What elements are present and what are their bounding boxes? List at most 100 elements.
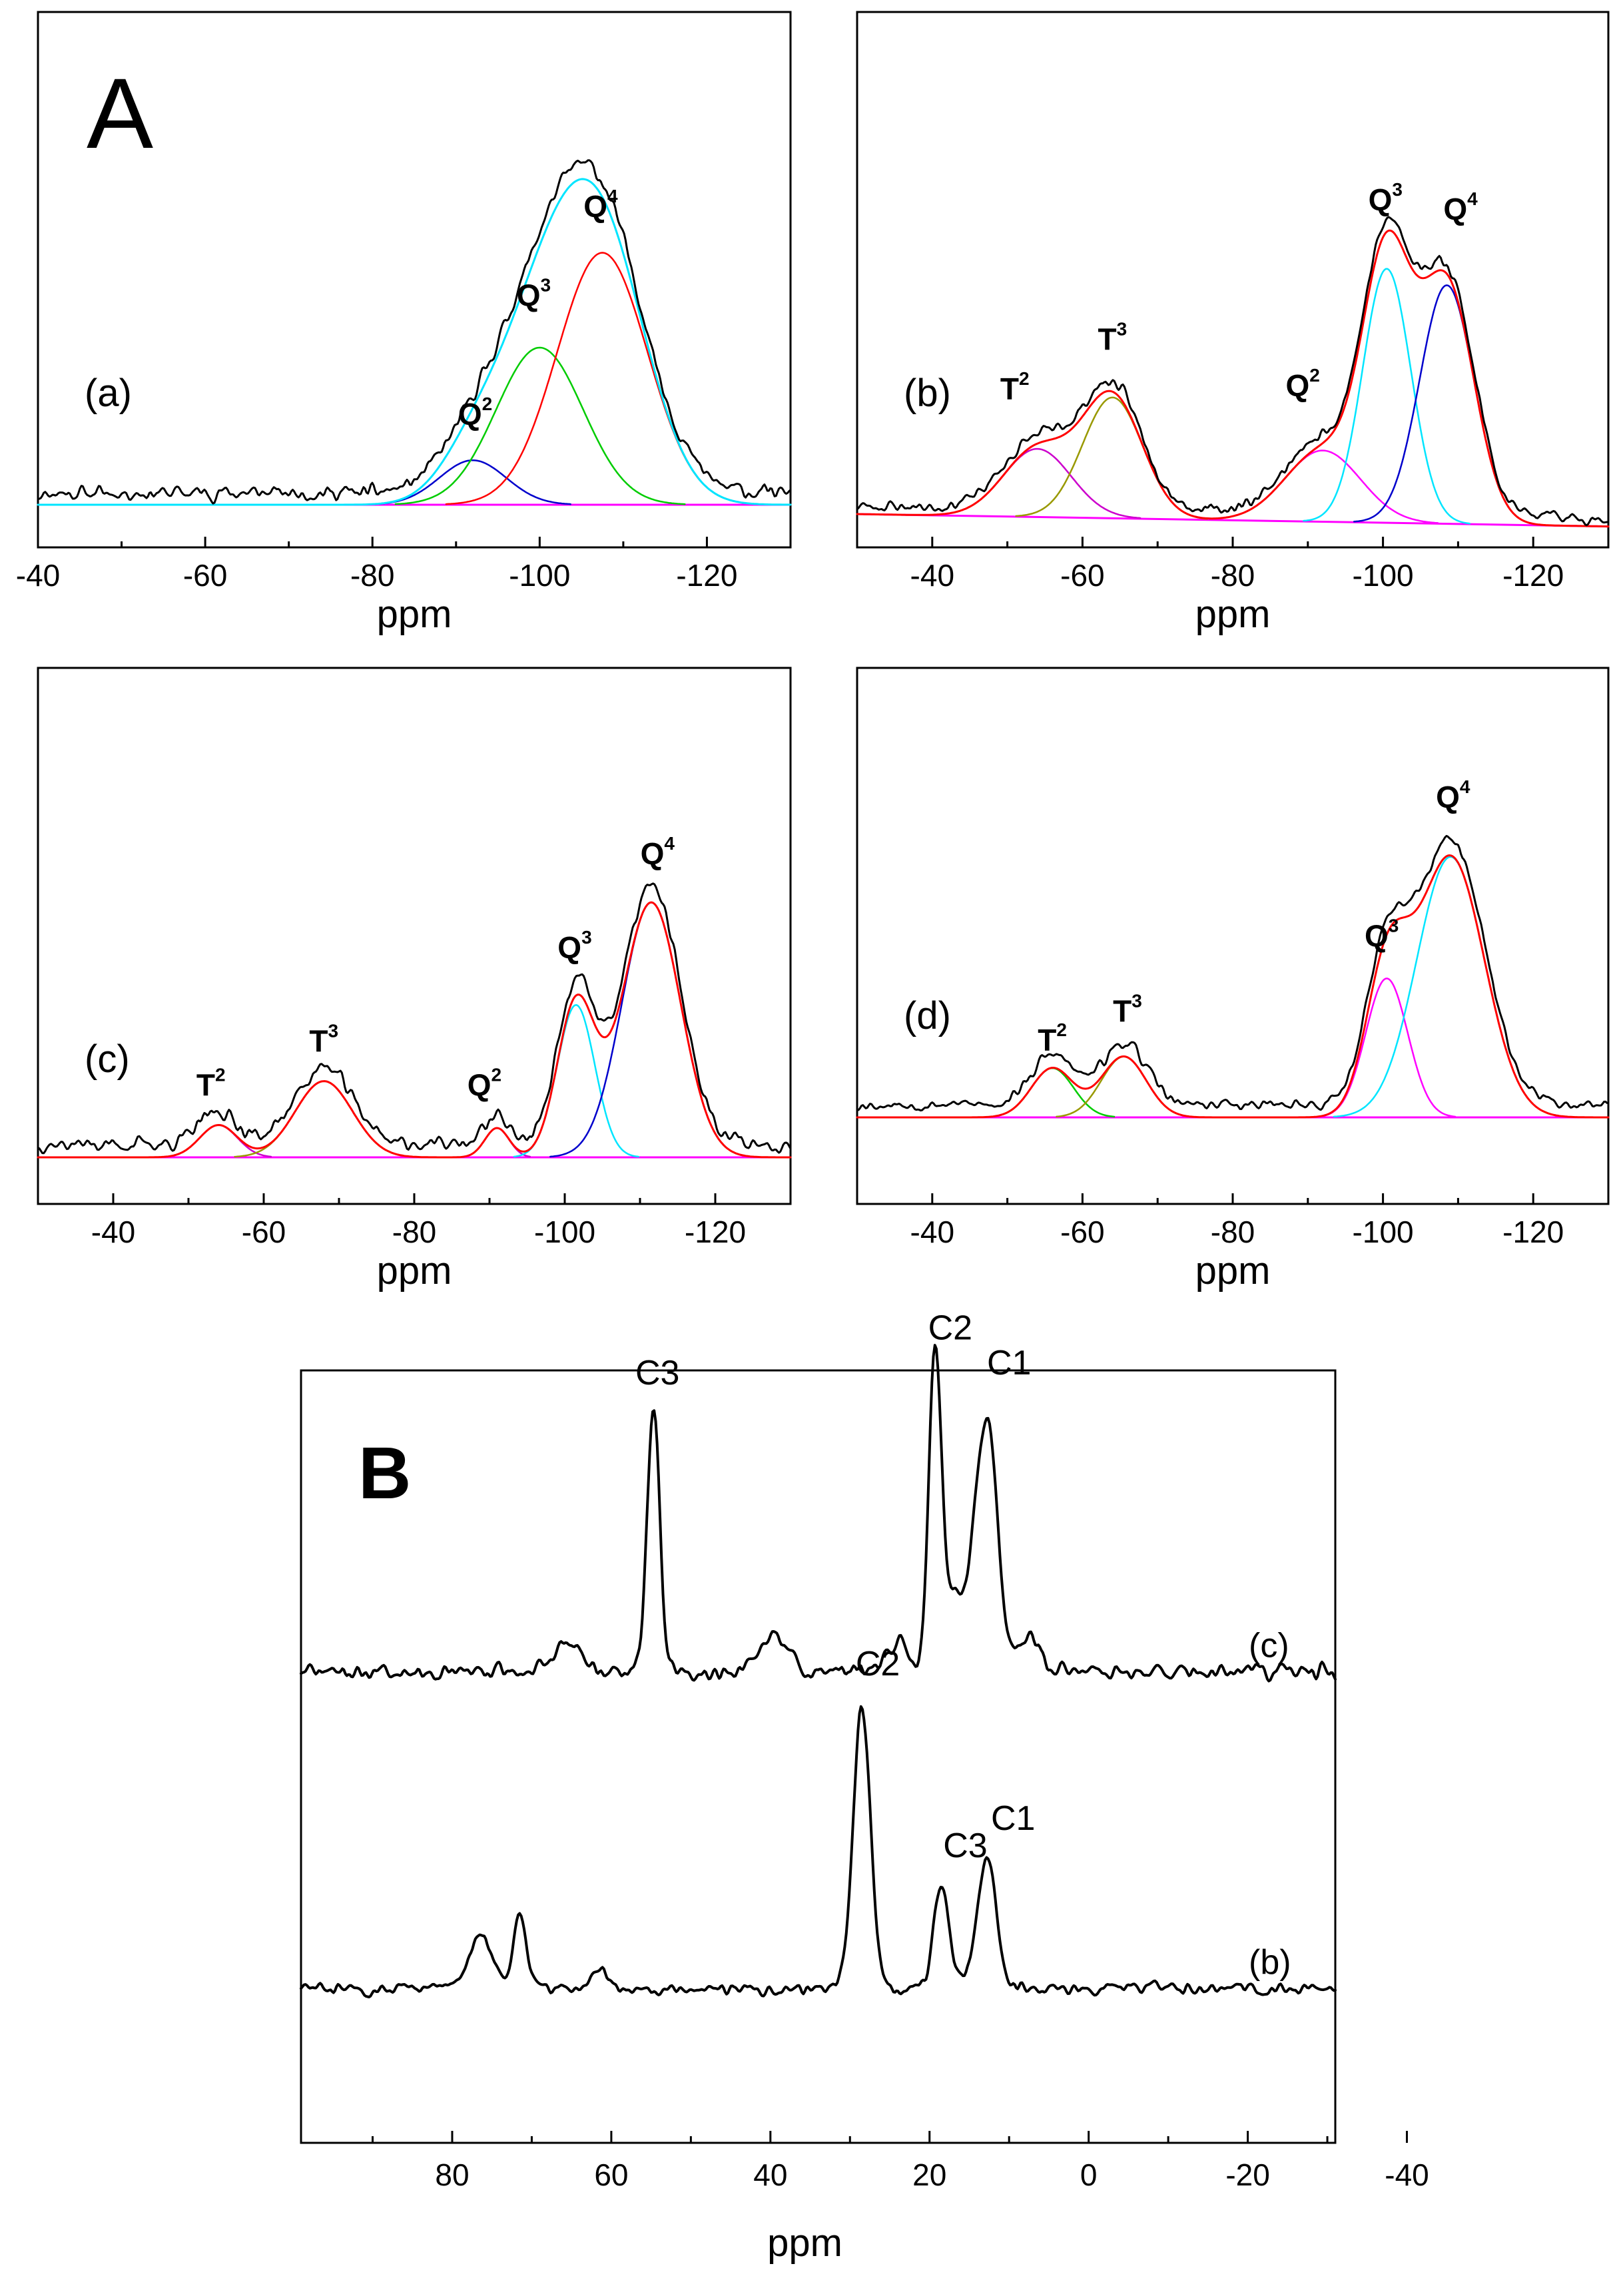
x-tick-label: -80 — [350, 558, 394, 593]
baseline-line — [856, 513, 1609, 528]
x-tick-label: 0 — [1080, 2157, 1098, 2192]
plot-frame — [300, 1369, 1337, 2144]
x-tick-label: -120 — [1502, 1215, 1564, 1249]
peak-label-q2: Q2 — [468, 1065, 501, 1103]
x-tick-label: -100 — [1353, 1215, 1414, 1249]
peak-label-superscript: 4 — [664, 833, 675, 854]
experimental-spectrum — [856, 216, 1610, 527]
component-peak-q3 — [1303, 268, 1471, 525]
spectrum-c — [300, 1344, 1337, 1683]
x-tick-label: -60 — [183, 558, 227, 593]
x-tick-label: 60 — [594, 2157, 628, 2192]
peak-label-superscript: 4 — [607, 186, 618, 206]
panel-c: -40 -60 -80 -100 -120 ppm (c) T2 T3 Q2 Q3 Q4 — [37, 667, 792, 1292]
peak-label-superscript: 3 — [581, 927, 592, 948]
x-tick-label: -100 — [509, 558, 570, 593]
panel-label: (a) — [85, 372, 132, 415]
x-tick-label: -120 — [1502, 558, 1564, 593]
fit-envelope — [37, 901, 792, 1159]
peak-label-superscript: 2 — [482, 394, 493, 414]
peak-label-q3: Q3 — [1369, 179, 1403, 217]
x-tick-label: -100 — [534, 1215, 595, 1249]
x-tick-label: -20 — [1225, 2157, 1269, 2192]
fit-envelope — [856, 229, 1610, 528]
plot-frame — [37, 11, 792, 549]
peak-label-superscript: 3 — [328, 1021, 339, 1041]
panel-d: -40 -60 -80 -100 -120 ppm (d) T2 T3 Q3 Q4 — [856, 667, 1610, 1292]
carbon-label-c2: C2 — [928, 1309, 972, 1348]
carbon-label-c3: C3 — [635, 1354, 679, 1392]
carbon-label-c3: C3 — [943, 1827, 987, 1865]
peak-label-superscript: 2 — [1056, 1019, 1067, 1040]
x-axis-label: ppm — [767, 2221, 842, 2265]
peak-label-superscript: 3 — [1117, 318, 1128, 339]
peak-label-q2: Q2 — [458, 394, 492, 431]
series-label: (b) — [1249, 1943, 1291, 1982]
component-peak-q2 — [374, 459, 571, 505]
panel-a: -40 -60 -80 -100 -120 ppm (a) Q2 Q3 Q4 — [16, 11, 792, 636]
series-label: (c) — [1249, 1626, 1289, 1665]
x-tick-label: -100 — [1353, 558, 1414, 593]
peak-label-superscript: 3 — [1389, 916, 1399, 936]
panel-label: (d) — [904, 994, 951, 1037]
peak-label-t2: T2 — [1000, 368, 1030, 406]
component-peak-q4 — [445, 252, 760, 505]
x-axis-label: ppm — [377, 593, 452, 636]
x-tick-label: -40 — [16, 558, 60, 593]
peak-label-superscript: 2 — [1019, 368, 1030, 389]
peak-label-superscript: 3 — [541, 275, 551, 296]
component-peak-q3 — [394, 346, 686, 505]
peak-label-superscript: 3 — [1132, 991, 1142, 1011]
spectrum-b — [300, 1705, 1337, 1998]
peak-label-superscript: 2 — [491, 1065, 501, 1085]
x-tick-label: -80 — [1211, 1215, 1255, 1249]
peak-label-q3: Q3 — [517, 275, 551, 313]
peak-label-superscript: 4 — [1467, 188, 1478, 209]
peak-label-q3: Q3 — [557, 927, 591, 965]
x-tick-label: -60 — [1060, 1215, 1104, 1249]
peak-label-t2: T2 — [1038, 1019, 1067, 1057]
figure-label-A: A — [87, 57, 153, 169]
plot-frame — [37, 667, 792, 1205]
component-peak-t2 — [989, 1067, 1116, 1118]
peak-label-t3: T3 — [309, 1021, 338, 1059]
fit-envelope — [37, 178, 792, 506]
peak-label-superscript: 2 — [1309, 365, 1320, 386]
peak-label-q3: Q3 — [1365, 916, 1399, 954]
peak-label-t2: T2 — [196, 1065, 226, 1103]
x-tick-label: 80 — [435, 2157, 469, 2192]
x-tick-label: -80 — [392, 1215, 436, 1249]
peak-label-q2: Q2 — [1286, 365, 1320, 403]
x-tick-label: 40 — [753, 2157, 787, 2192]
panel-b: -40 -60 -80 -100 -120 ppm (b) T2 T3 Q2 Q3 Q4 — [856, 11, 1610, 636]
peak-label-q4: Q4 — [641, 833, 675, 871]
carbon-label-c2: C2 — [856, 1645, 900, 1683]
carbon-label-c1: C1 — [987, 1344, 1031, 1382]
peak-label-superscript: 3 — [1392, 179, 1403, 200]
carbon-label-c1: C1 — [991, 1799, 1035, 1838]
peak-label-superscript: 2 — [215, 1065, 226, 1085]
x-tick-label: -40 — [910, 558, 954, 593]
x-tick-label: 20 — [912, 2157, 946, 2192]
component-peak-t3 — [234, 1080, 414, 1158]
experimental-spectrum — [37, 882, 792, 1155]
x-tick-label: -120 — [685, 1215, 746, 1249]
x-tick-label: -60 — [1060, 558, 1104, 593]
x-tick-label: -80 — [1211, 558, 1255, 593]
component-peak-q4 — [1353, 284, 1540, 526]
panel-label: (b) — [904, 372, 951, 415]
peak-label-t3: T3 — [1113, 991, 1142, 1029]
peak-label-q4: Q4 — [1443, 188, 1478, 226]
component-peak-t3 — [1056, 1055, 1193, 1118]
plot-frame — [856, 667, 1610, 1205]
experimental-spectrum — [37, 159, 792, 505]
x-tick-label: -60 — [242, 1215, 286, 1249]
x-tick-label: -120 — [676, 558, 737, 593]
peak-label-q4: Q4 — [1436, 776, 1470, 814]
peak-label-superscript: 4 — [1460, 776, 1470, 797]
x-tick-label: -40 — [91, 1215, 135, 1249]
figure-label-B: B — [358, 1432, 411, 1514]
x-tick-label: -40 — [1385, 2157, 1429, 2192]
